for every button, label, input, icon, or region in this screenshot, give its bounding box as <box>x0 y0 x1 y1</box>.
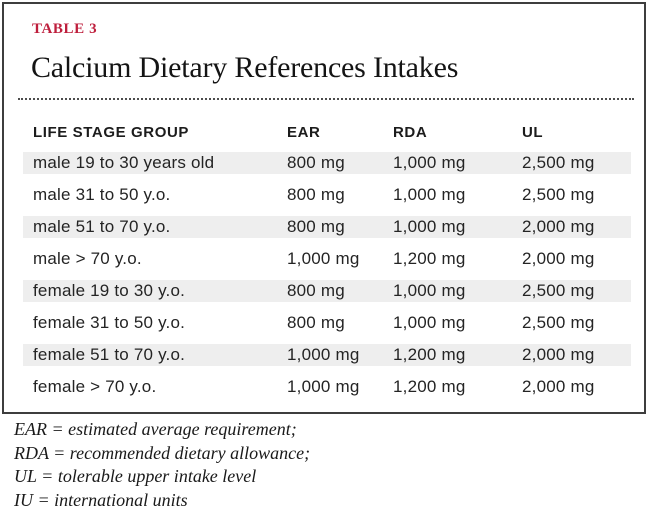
cell-ear: 1,000 mg <box>287 345 360 364</box>
cell-rda: 1,000 mg <box>393 217 466 236</box>
data-table: LIFE STAGE GROUP EAR RDA UL male 19 to 3… <box>23 117 631 403</box>
table-title: Calcium Dietary References Intakes <box>31 51 459 84</box>
cell-rda: 1,000 mg <box>393 281 466 300</box>
table-row: female 19 to 30 y.o. 800 mg 1,000 mg 2,5… <box>23 275 631 307</box>
table-label: TABLE 3 <box>32 21 98 37</box>
cell-rda: 1,000 mg <box>393 185 466 204</box>
cell-life-stage: female 19 to 30 y.o. <box>33 281 186 300</box>
table-row: female 51 to 70 y.o. 1,000 mg 1,200 mg 2… <box>23 339 631 371</box>
table-row: male 51 to 70 y.o. 800 mg 1,000 mg 2,000… <box>23 211 631 243</box>
footnote-rda: RDA = recommended dietary allowance; <box>14 442 311 463</box>
column-header-life-stage-group: LIFE STAGE GROUP <box>33 123 189 141</box>
cell-ear: 800 mg <box>287 153 345 172</box>
table-row: female 31 to 50 y.o. 800 mg 1,000 mg 2,5… <box>23 307 631 339</box>
footnote-ear: EAR = estimated average requirement; <box>14 419 297 439</box>
cell-rda: 1,200 mg <box>393 377 466 396</box>
cell-rda: 1,200 mg <box>393 345 466 364</box>
cell-life-stage: male 51 to 70 y.o. <box>33 217 171 236</box>
table-row: male > 70 y.o. 1,000 mg 1,200 mg 2,000 m… <box>23 243 631 275</box>
cell-life-stage: male 31 to 50 y.o. <box>33 185 171 204</box>
table-row: male 31 to 50 y.o. 800 mg 1,000 mg 2,500… <box>23 179 631 211</box>
column-header-ul: UL <box>522 123 544 141</box>
column-header-ear: EAR <box>287 123 321 141</box>
cell-ear: 1,000 mg <box>287 377 360 396</box>
table-card: TABLE 3 Calcium Dietary References Intak… <box>2 2 646 414</box>
cell-ul: 2,000 mg <box>522 377 595 396</box>
cell-ul: 2,000 mg <box>522 217 595 236</box>
cell-life-stage: male 19 to 30 years old <box>33 153 215 172</box>
table-header-row: LIFE STAGE GROUP EAR RDA UL <box>23 117 631 147</box>
cell-rda: 1,200 mg <box>393 249 466 268</box>
footnotes: EAR = estimated average requirement; RDA… <box>14 418 310 512</box>
cell-ul: 2,500 mg <box>522 153 595 172</box>
cell-life-stage: male > 70 y.o. <box>33 249 142 268</box>
cell-ear: 800 mg <box>287 217 345 236</box>
cell-ear: 800 mg <box>287 185 345 204</box>
cell-life-stage: female 51 to 70 y.o. <box>33 345 186 364</box>
cell-life-stage: female > 70 y.o. <box>33 377 157 396</box>
cell-ul: 2,500 mg <box>522 281 595 300</box>
cell-ul: 2,500 mg <box>522 185 595 204</box>
table-row: male 19 to 30 years old 800 mg 1,000 mg … <box>23 147 631 179</box>
column-header-rda: RDA <box>393 123 428 141</box>
cell-ear: 800 mg <box>287 281 345 300</box>
cell-ear: 800 mg <box>287 313 345 332</box>
footnote-iu: IU = international units <box>14 489 188 510</box>
cell-ul: 2,000 mg <box>522 249 595 268</box>
cell-rda: 1,000 mg <box>393 313 466 332</box>
table-row: female > 70 y.o. 1,000 mg 1,200 mg 2,000… <box>23 371 631 403</box>
cell-rda: 1,000 mg <box>393 153 466 172</box>
cell-ear: 1,000 mg <box>287 249 360 268</box>
cell-life-stage: female 31 to 50 y.o. <box>33 313 186 332</box>
cell-ul: 2,500 mg <box>522 313 595 332</box>
dotted-divider <box>18 98 634 100</box>
footnote-ul: UL = tolerable upper intake level <box>14 466 257 487</box>
cell-ul: 2,000 mg <box>522 345 595 364</box>
